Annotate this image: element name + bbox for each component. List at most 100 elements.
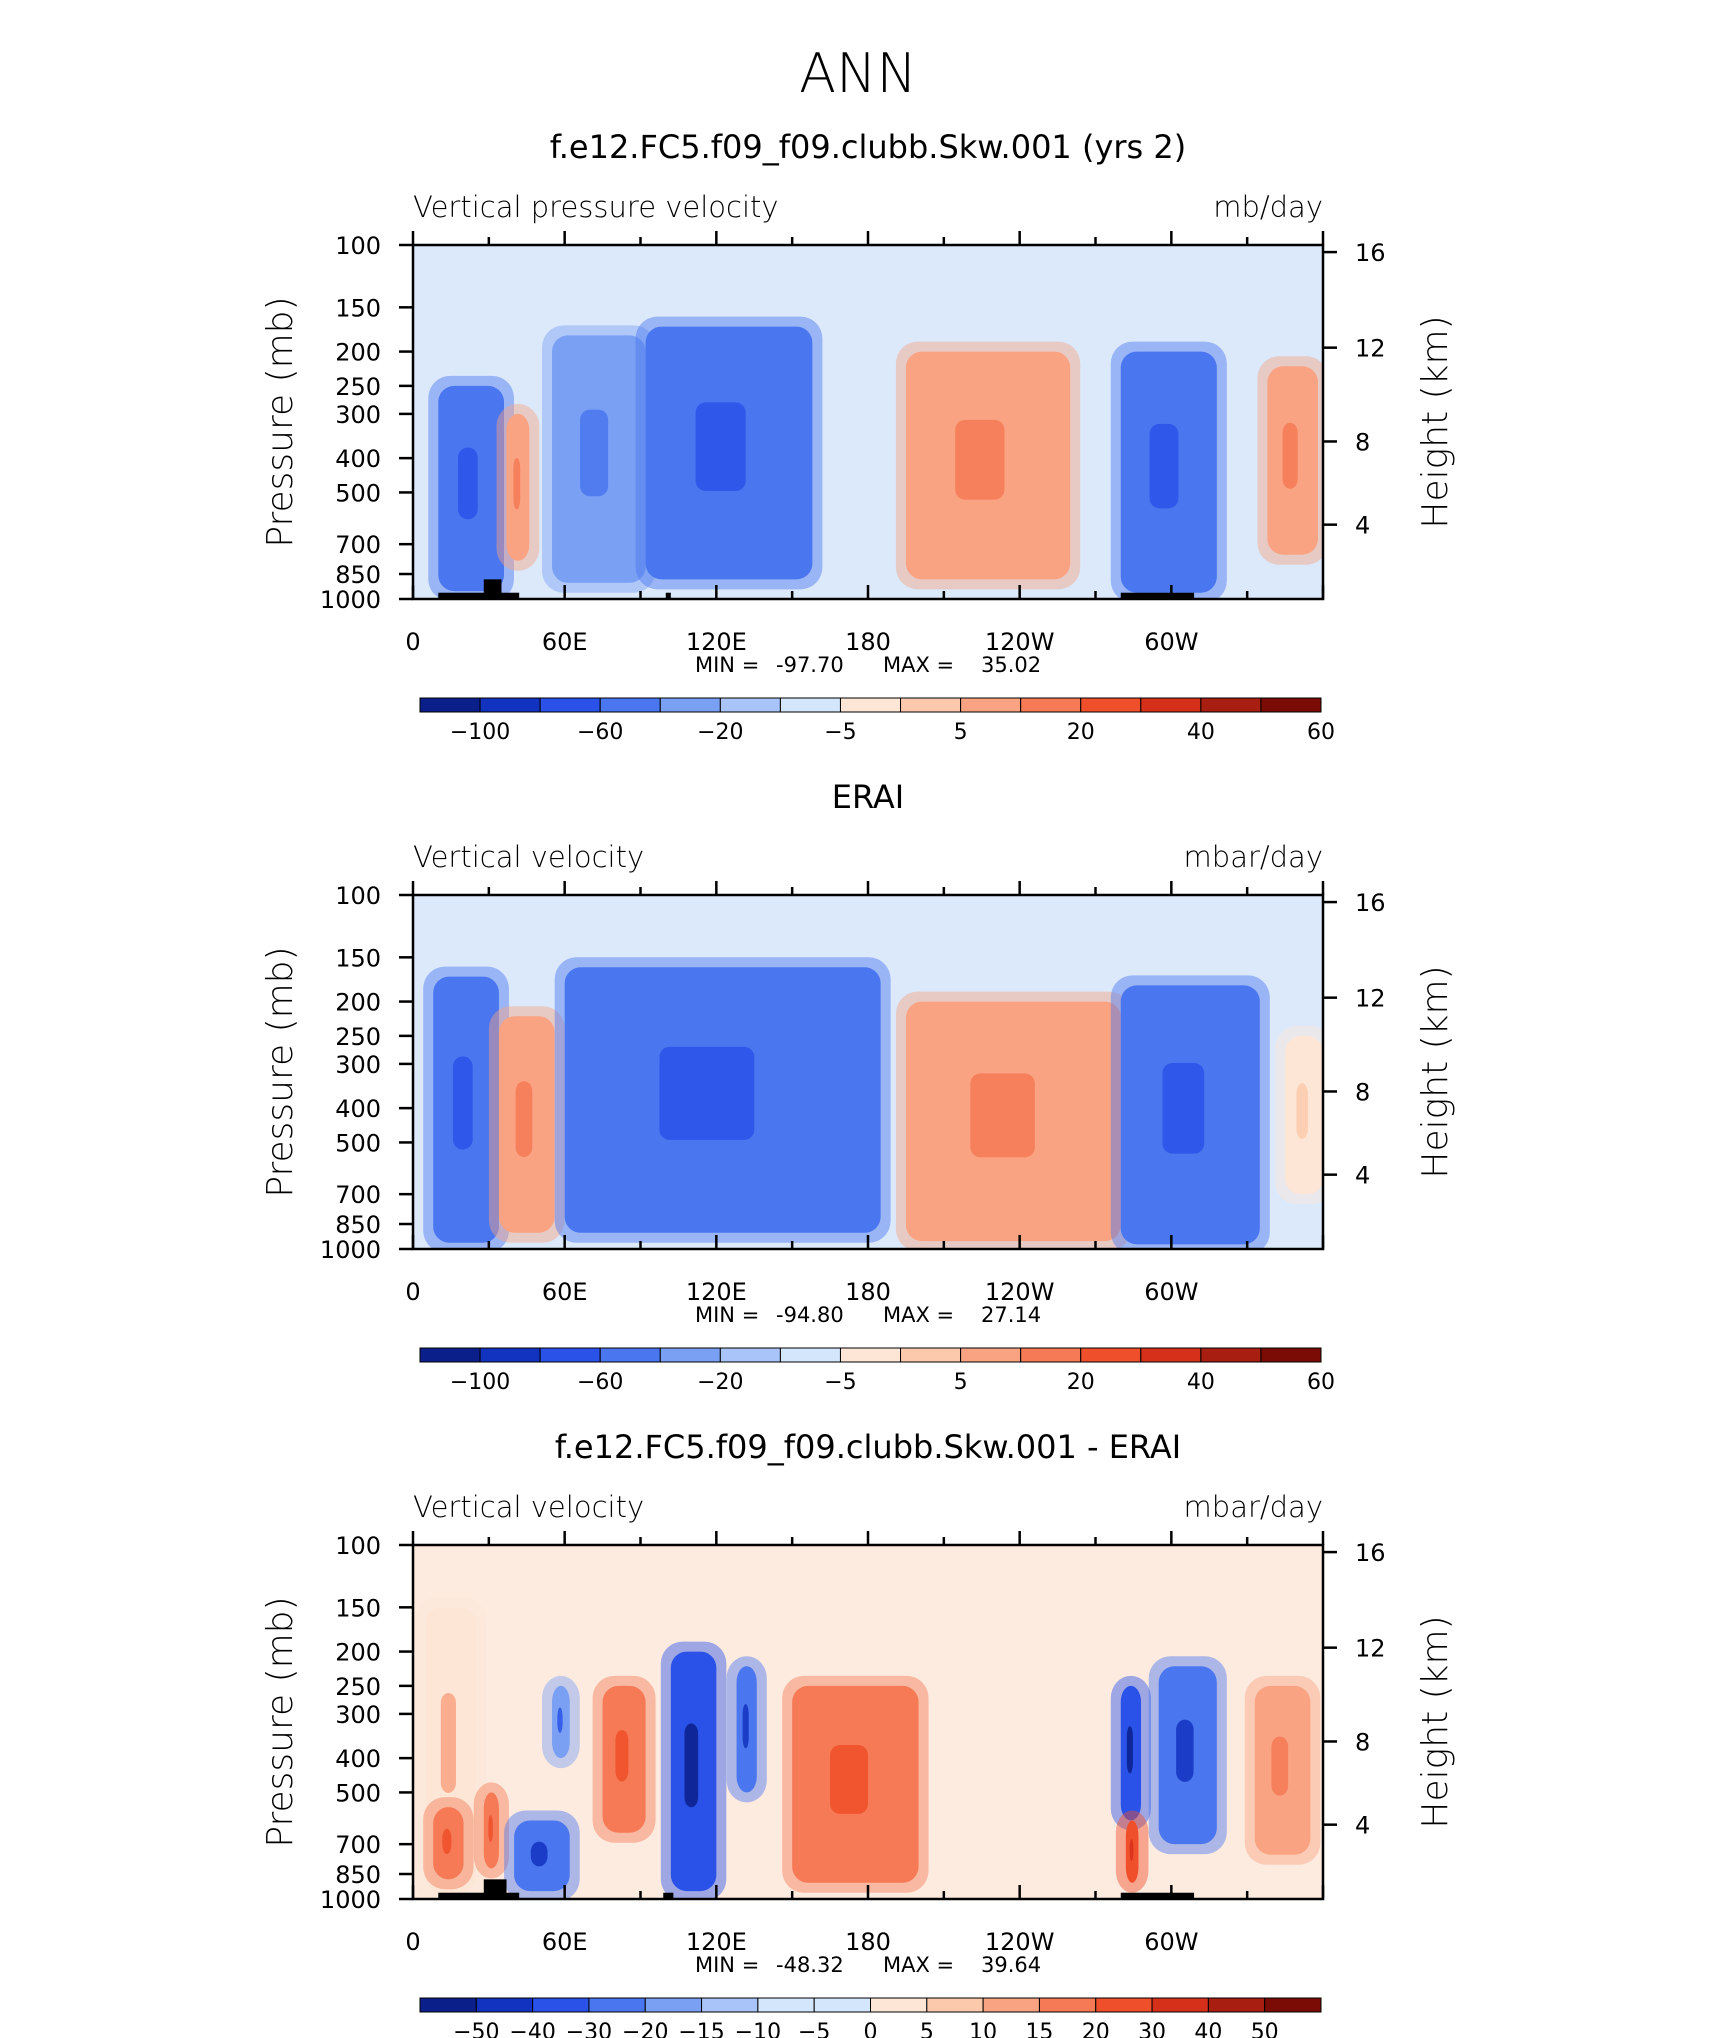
contour-region-core xyxy=(440,1692,456,1793)
x-tick-label: 60W xyxy=(1144,1278,1198,1306)
y-tick-label: 200 xyxy=(335,339,381,367)
contour-region-core xyxy=(1129,1839,1134,1861)
colorbar-swatch xyxy=(1020,697,1082,713)
topography-mask xyxy=(663,1892,674,1899)
min-value: -97.70 xyxy=(776,653,844,677)
y-tick-label: 250 xyxy=(335,1023,381,1051)
contour-region-core xyxy=(742,1704,749,1749)
left-label: Vertical velocity xyxy=(413,1490,644,1524)
x-tick-label: 0 xyxy=(405,1928,420,1956)
colorbar-swatch xyxy=(588,1997,646,2013)
colorbar-swatch xyxy=(599,1347,661,1363)
colorbar-label: −15 xyxy=(678,2020,724,2038)
max-value: 35.02 xyxy=(981,653,1041,677)
colorbar-swatch xyxy=(1080,697,1142,713)
colorbar-swatch xyxy=(900,697,962,713)
colorbar-swatch xyxy=(599,697,661,713)
contour-region-core xyxy=(1282,422,1298,489)
colorbar-swatch xyxy=(1260,697,1322,713)
x-tick-label: 120W xyxy=(985,1278,1055,1306)
y-tick-label: 850 xyxy=(335,1861,381,1889)
x-tick-label: 120W xyxy=(985,1928,1055,1956)
colorbar-swatch xyxy=(479,697,541,713)
contour-region-core xyxy=(970,1073,1035,1158)
colorbar-label: −50 xyxy=(453,2020,499,2038)
colorbar-swatch xyxy=(419,1997,477,2013)
left-label: Vertical velocity xyxy=(413,840,644,874)
colorbar-label: 15 xyxy=(1025,2020,1053,2038)
y2-tick-label: 12 xyxy=(1355,985,1386,1013)
y-tick-label: 100 xyxy=(335,232,381,260)
colorbar-label: −20 xyxy=(697,1370,743,1395)
colorbar-swatch xyxy=(1140,697,1202,713)
colorbar-label: 20 xyxy=(1067,1370,1095,1395)
colorbar-swatch xyxy=(1264,1997,1322,2013)
colorbar-label: 20 xyxy=(1082,2020,1110,2038)
colorbar-label: −60 xyxy=(577,720,623,745)
y-axis-title: Pressure (mb) xyxy=(260,946,301,1197)
y-tick-label: 500 xyxy=(335,479,381,507)
right-label: mbar/day xyxy=(1184,1490,1323,1524)
contour-region-core xyxy=(580,409,609,497)
y-tick-label: 1000 xyxy=(320,1886,381,1914)
y2-tick-label: 8 xyxy=(1355,1728,1370,1756)
contour-region-core xyxy=(557,1707,563,1733)
y-tick-label: 200 xyxy=(335,989,381,1017)
colorbar-swatch xyxy=(419,697,481,713)
colorbar-swatch xyxy=(839,1347,902,1363)
topography-mask xyxy=(1120,1892,1195,1899)
contour-regions xyxy=(428,316,1323,599)
colorbar-swatch xyxy=(960,1347,1022,1363)
colorbar-label: −5 xyxy=(798,2020,830,2038)
colorbar-swatch xyxy=(659,1347,721,1363)
colorbar-label: −10 xyxy=(735,2020,781,2038)
colorbar-swatch xyxy=(870,1997,928,2013)
x-tick-label: 180 xyxy=(845,628,891,656)
y-tick-label: 1000 xyxy=(320,1236,381,1264)
y2-tick-label: 4 xyxy=(1355,512,1370,540)
contour-region-core xyxy=(1271,1736,1289,1796)
y2-tick-label: 4 xyxy=(1355,1162,1370,1190)
y-tick-label: 500 xyxy=(335,1779,381,1807)
left-label: Vertical pressure velocity xyxy=(413,190,779,224)
min-label: MIN = xyxy=(695,1953,759,1977)
x-tick-label: 60W xyxy=(1144,1928,1198,1956)
colorbar-swatch xyxy=(779,697,841,713)
colorbar-label: 50 xyxy=(1251,2020,1279,2038)
topography-mask xyxy=(665,592,671,599)
panel-1: f.e12.FC5.f09_f09.clubb.Skw.001 (yrs 2) V… xyxy=(260,128,1456,745)
contour-region-core xyxy=(488,1815,493,1842)
y-tick-label: 250 xyxy=(335,1673,381,1701)
max-value: 27.14 xyxy=(981,1303,1041,1327)
contour-region-core xyxy=(1126,1726,1133,1774)
panel-3: f.e12.FC5.f09_f09.clubb.Skw.001 - ERAI Ve… xyxy=(260,1428,1456,2038)
y2-tick-label: 16 xyxy=(1355,889,1386,917)
y-tick-label: 1000 xyxy=(320,586,381,614)
panel-title: f.e12.FC5.f09_f09.clubb.Skw.001 - ERAI xyxy=(555,1428,1181,1466)
max-label: MAX = xyxy=(883,1303,954,1327)
colorbar-swatch xyxy=(1200,697,1262,713)
colorbar-swatch xyxy=(982,1997,1040,2013)
colorbar-swatch xyxy=(719,1347,781,1363)
topography-mask xyxy=(483,579,502,599)
y-tick-label: 400 xyxy=(335,1745,381,1773)
y2-axis-title: Height (km) xyxy=(1415,1615,1456,1828)
y2-tick-label: 12 xyxy=(1355,1635,1386,1663)
x-tick-label: 0 xyxy=(405,1278,420,1306)
colorbar-label: −20 xyxy=(622,2020,668,2038)
y-tick-label: 500 xyxy=(335,1129,381,1157)
y-tick-label: 150 xyxy=(335,1594,381,1622)
colorbar-label: −30 xyxy=(566,2020,612,2038)
x-tick-label: 60E xyxy=(542,1928,588,1956)
topography-mask xyxy=(483,1879,507,1899)
y-tick-label: 400 xyxy=(335,1095,381,1123)
y-axis-title: Pressure (mb) xyxy=(260,1596,301,1847)
x-tick-label: 60E xyxy=(542,628,588,656)
topography-mask xyxy=(1120,592,1195,599)
y2-tick-label: 8 xyxy=(1355,1078,1370,1106)
x-tick-label: 180 xyxy=(845,1928,891,1956)
colorbar-swatch xyxy=(479,1347,541,1363)
x-tick-label: 120E xyxy=(686,1278,747,1306)
colorbar-label: 20 xyxy=(1067,720,1095,745)
